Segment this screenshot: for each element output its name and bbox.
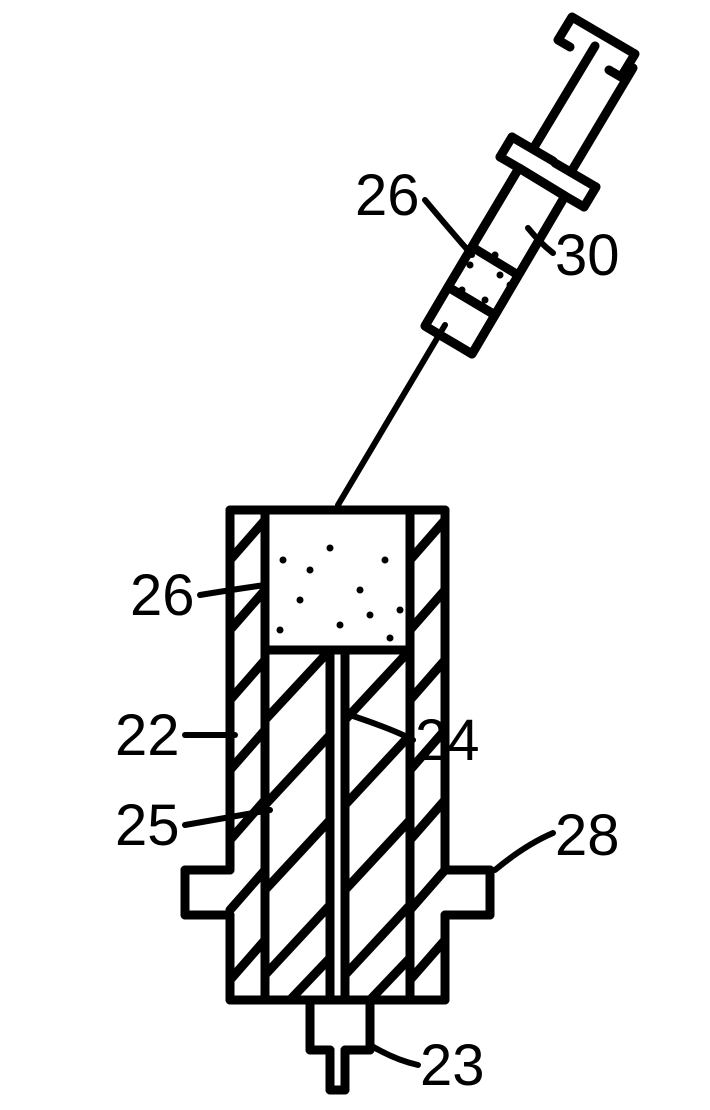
label-l26a: 26 xyxy=(355,163,420,228)
label-l25: 25 xyxy=(115,793,180,858)
label-l26b: 26 xyxy=(130,563,195,628)
label-l28: 28 xyxy=(555,803,620,868)
label-l23: 23 xyxy=(420,1033,485,1098)
technical-diagram: 26 30 26 22 24 25 28 23 xyxy=(0,0,710,1110)
label-l30: 30 xyxy=(555,223,620,288)
label-l24: 24 xyxy=(415,708,480,773)
label-l22: 22 xyxy=(115,703,180,768)
